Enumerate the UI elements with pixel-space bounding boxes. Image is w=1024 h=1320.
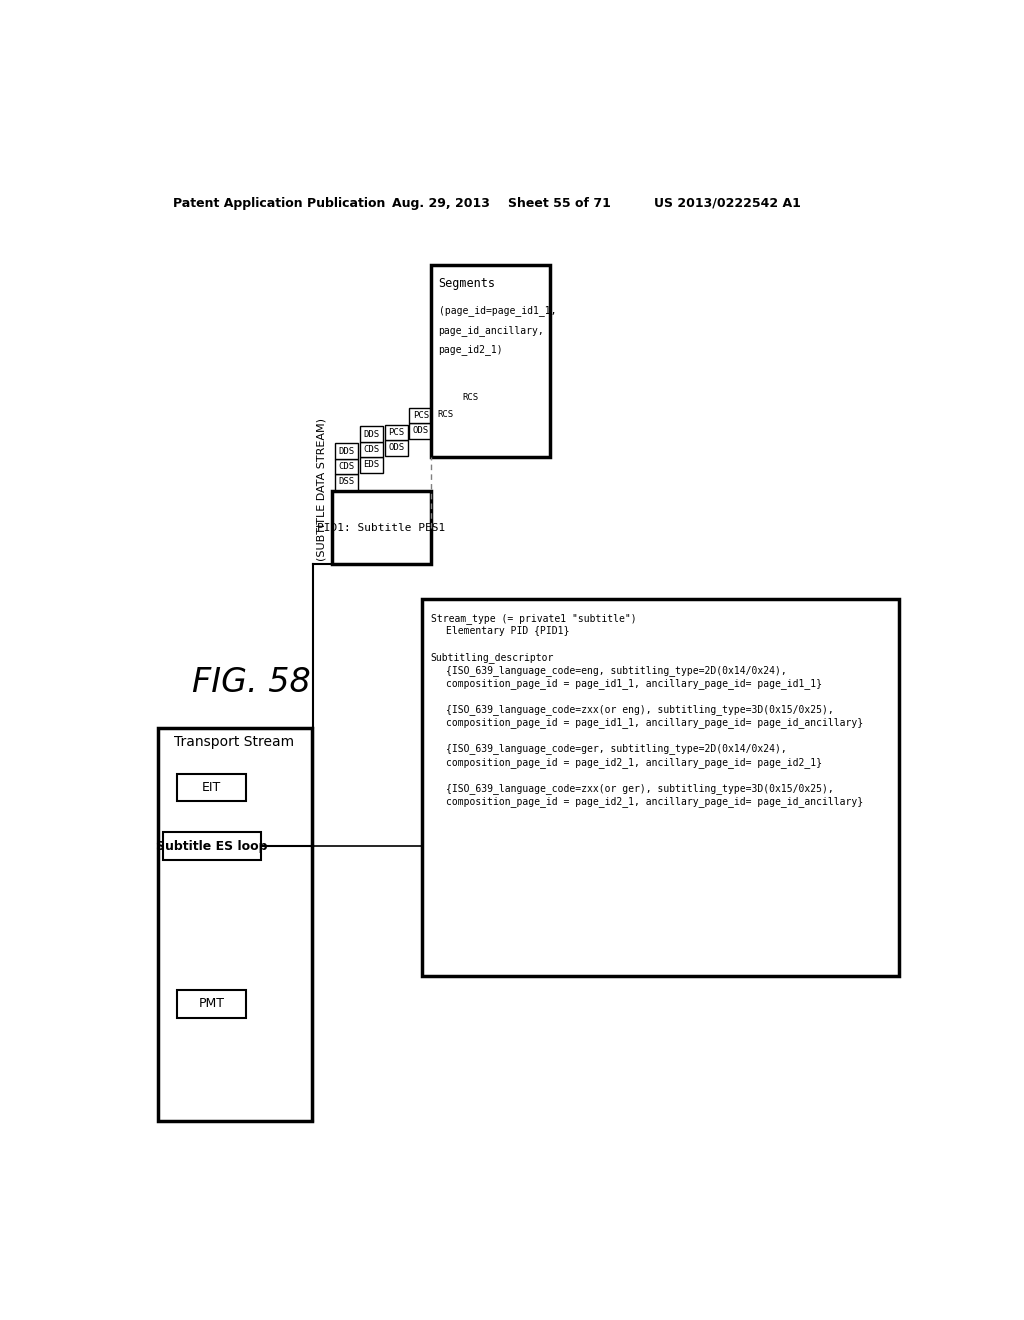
Text: DSS: DSS [339, 478, 355, 486]
Bar [410, 424, 432, 438]
Text: RCS: RCS [462, 392, 478, 401]
Text: ODS: ODS [413, 426, 429, 436]
Text: PID1: Subtitle PES1: PID1: Subtitle PES1 [317, 523, 445, 532]
Text: Aug. 29, 2013: Aug. 29, 2013 [392, 197, 490, 210]
Bar [360, 457, 383, 473]
Bar [360, 426, 383, 442]
Text: DDS: DDS [339, 446, 355, 455]
Text: page_id_ancillary,: page_id_ancillary, [438, 325, 545, 335]
Bar [336, 474, 358, 490]
Text: CDS: CDS [339, 462, 355, 471]
Text: FIG. 58: FIG. 58 [193, 665, 311, 698]
Bar [336, 444, 358, 459]
Bar [431, 264, 550, 457]
Bar [336, 459, 358, 474]
Text: PCS: PCS [388, 428, 404, 437]
Text: {ISO_639_language_code=zxx(or eng), subtitling_type=3D(0x15/0x25),: {ISO_639_language_code=zxx(or eng), subt… [446, 705, 834, 715]
Text: Patent Application Publication: Patent Application Publication [173, 197, 385, 210]
Bar [177, 775, 246, 801]
Text: ODS: ODS [388, 444, 404, 453]
Bar [360, 442, 383, 457]
Text: (SUBTITLE DATA STREAM): (SUBTITLE DATA STREAM) [316, 418, 327, 561]
Text: PCS: PCS [413, 411, 429, 420]
Text: CDS: CDS [364, 445, 380, 454]
Bar [459, 389, 481, 405]
Text: Subtitling_descriptor: Subtitling_descriptor [431, 652, 554, 663]
Text: composition_page_id = page_id2_1, ancillary_page_id= page_id2_1}: composition_page_id = page_id2_1, ancill… [446, 756, 822, 767]
Text: EDS: EDS [364, 461, 380, 470]
Bar [385, 441, 408, 455]
Text: page_id2_1): page_id2_1) [438, 345, 503, 355]
Bar [333, 491, 431, 564]
Text: Transport Stream: Transport Stream [174, 735, 295, 748]
Text: {ISO_639_language_code=ger, subtitling_type=2D(0x14/0x24),: {ISO_639_language_code=ger, subtitling_t… [446, 743, 787, 755]
Text: Segments: Segments [438, 277, 496, 290]
Bar [410, 408, 432, 424]
Text: DDS: DDS [364, 429, 380, 438]
Text: Stream_type (= private1 "subtitle"): Stream_type (= private1 "subtitle") [431, 612, 637, 623]
Text: composition_page_id = page_id2_1, ancillary_page_id= page_id_ancillary}: composition_page_id = page_id2_1, ancill… [446, 796, 863, 807]
Text: composition_page_id = page_id1_1, ancillary_page_id= page_id1_1}: composition_page_id = page_id1_1, ancill… [446, 678, 822, 689]
Text: PMT: PMT [199, 998, 224, 1010]
Text: EIT: EIT [202, 781, 221, 795]
Bar [385, 425, 408, 441]
Text: {ISO_639_language_code=eng, subtitling_type=2D(0x14/0x24),: {ISO_639_language_code=eng, subtitling_t… [446, 665, 787, 676]
Text: Elementary PID {PID1}: Elementary PID {PID1} [446, 626, 569, 636]
Bar [434, 407, 457, 422]
Bar [177, 990, 246, 1018]
Text: (page_id=page_id1_1,: (page_id=page_id1_1, [438, 305, 556, 317]
Text: Sheet 55 of 71: Sheet 55 of 71 [508, 197, 610, 210]
Text: {ISO_639_language_code=zxx(or ger), subtitling_type=3D(0x15/0x25),: {ISO_639_language_code=zxx(or ger), subt… [446, 783, 834, 793]
Text: US 2013/0222542 A1: US 2013/0222542 A1 [654, 197, 801, 210]
Text: RCS: RCS [437, 409, 454, 418]
Bar [158, 729, 311, 1121]
Bar [163, 832, 261, 859]
Text: composition_page_id = page_id1_1, ancillary_page_id= page_id_ancillary}: composition_page_id = page_id1_1, ancill… [446, 717, 863, 729]
Bar [422, 599, 899, 977]
Text: Subtitle ES loop: Subtitle ES loop [157, 840, 268, 853]
